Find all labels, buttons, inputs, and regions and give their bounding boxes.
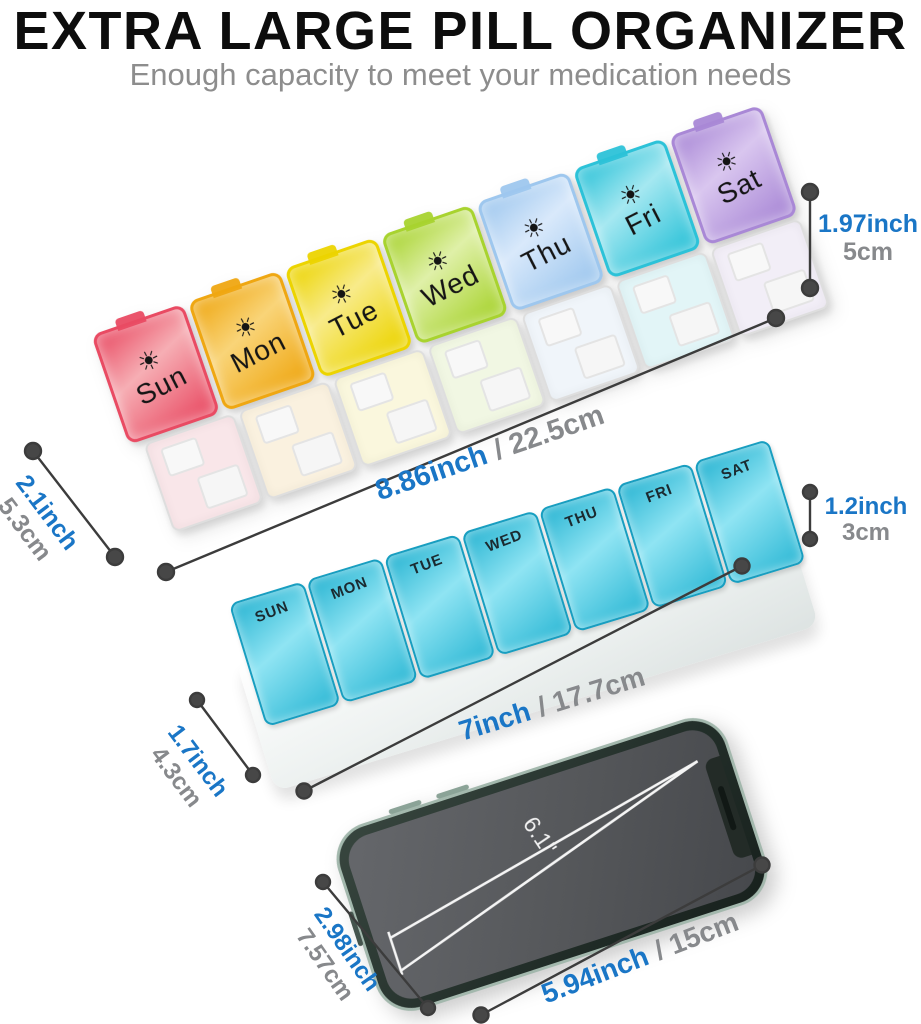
day-label: THU [562, 503, 601, 532]
day-label: TUE [408, 550, 446, 579]
day-label: MON [328, 573, 371, 604]
organizer2-depth-label: 1.7inch 4.3cm [120, 693, 253, 845]
day-label: WED [483, 526, 526, 556]
dim-cm-value: 5cm [842, 238, 894, 266]
day-label: SUN [252, 597, 292, 627]
lid-content: ☀ Sun [120, 337, 192, 411]
dim-line-organizer2-height [801, 483, 819, 548]
lid-content: ☀ Mon [214, 303, 290, 379]
blue-pill-organizer: SUN MON TUE WED THU FRI SAT [219, 438, 832, 813]
dim-cm-value: 3cm [841, 519, 891, 546]
day-label: FRI [643, 480, 676, 507]
dim-inch-value: 1.97inch [817, 210, 919, 238]
lid-content: ☀ Fri [609, 175, 666, 241]
organizer1-height-label: 1.97inch 5cm [815, 210, 921, 266]
page-title: EXTRA LARGE PILL ORGANIZER [13, 1, 908, 61]
day-label: SAT [718, 456, 755, 484]
dim-inch-value: 1.2inch [824, 493, 908, 520]
lid-content: ☀ Thu [505, 205, 577, 279]
organizer1-depth-label: 2.1inch 5.3cm [0, 436, 110, 605]
lid-content: ☀ Wed [405, 236, 485, 314]
lid-content: ☀ Tue [313, 272, 383, 344]
organizer2-height-label: 1.2inch 3cm [818, 494, 914, 546]
page-subtitle: Enough capacity to meet your medication … [129, 57, 792, 92]
lid-content: ☀ Sat [701, 140, 767, 210]
